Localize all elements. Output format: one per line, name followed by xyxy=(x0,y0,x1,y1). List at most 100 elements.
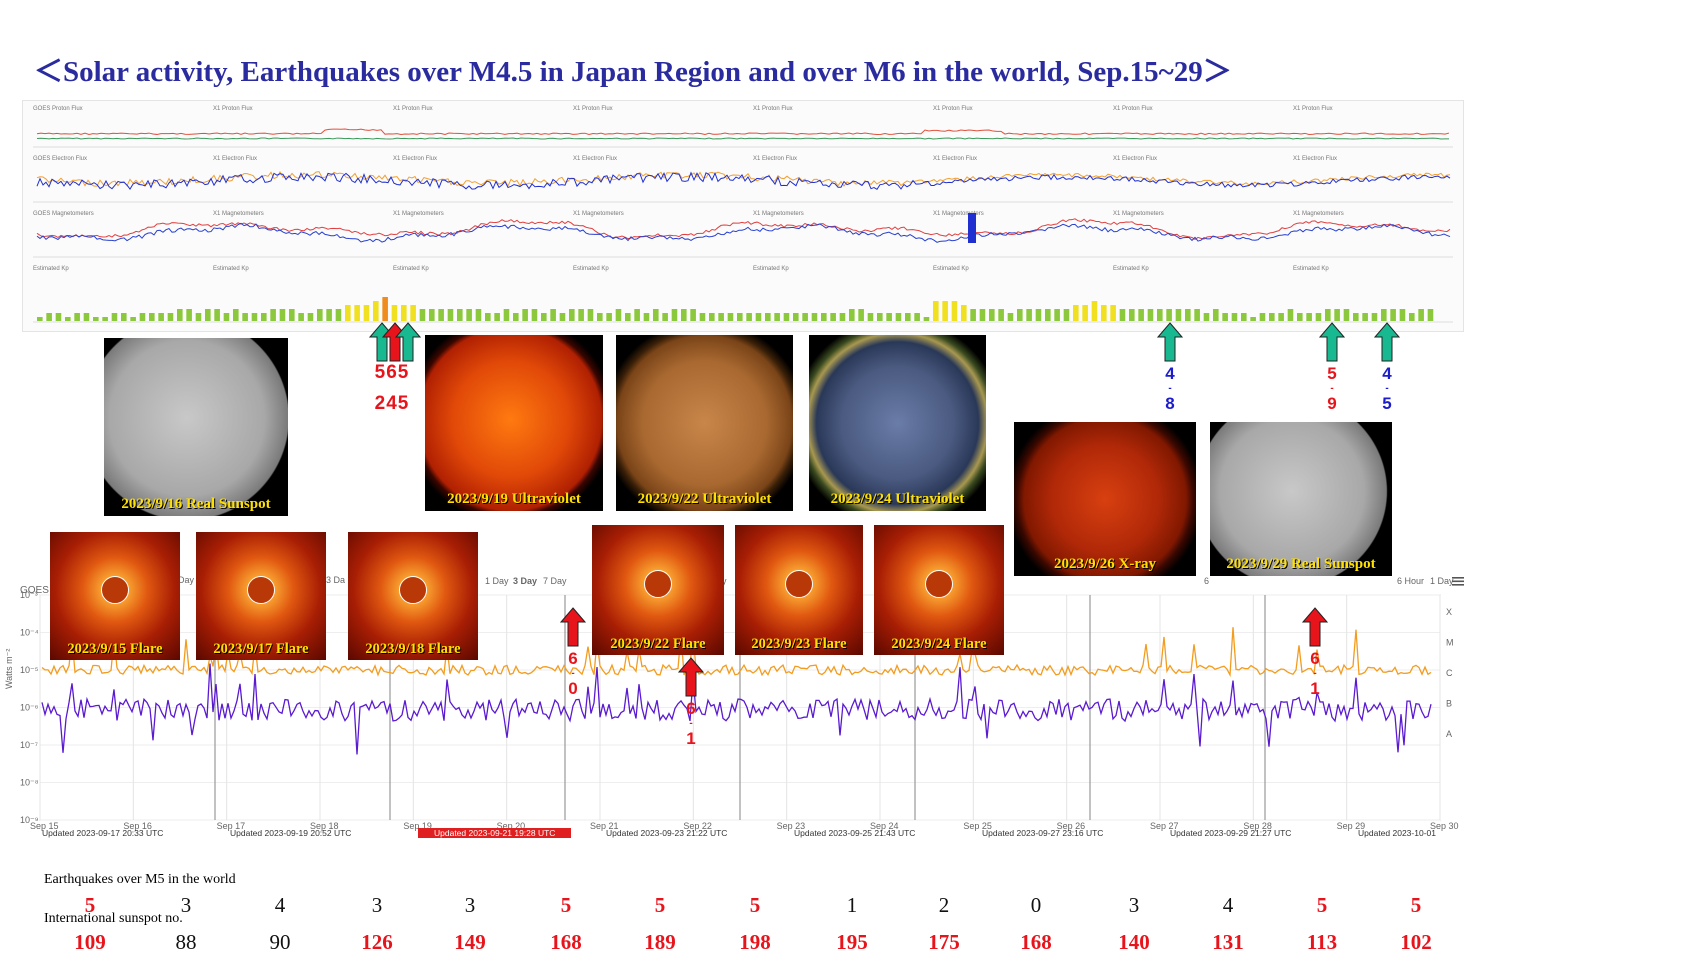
y-tick-label: 10⁻⁹ xyxy=(20,815,39,825)
x-tick-label: Sep 20 xyxy=(497,821,526,831)
flare-image-caption: 2023/9/17 Flare xyxy=(213,641,309,657)
kp-bar xyxy=(1325,309,1331,321)
update-label: Updated 2023-09-17 20:33 UTC xyxy=(42,828,164,838)
kp-bar xyxy=(1222,313,1228,321)
kp-bar xyxy=(1166,309,1172,321)
sun-image-sunspot: 2023/9/29 Real Sunspot xyxy=(1210,422,1392,576)
flare-image: 2023/9/22 Flare xyxy=(592,525,724,655)
green-up-arrow-icon xyxy=(395,322,421,362)
sun-image-uv-blue: 2023/9/24 Ultraviolet xyxy=(809,335,986,511)
kp-bar xyxy=(363,305,370,321)
earthquake-count: 5 xyxy=(654,893,666,917)
sunspot-row-label: International sunspot no. xyxy=(44,911,183,926)
occulter-disk-icon xyxy=(399,575,427,604)
zoom-7day[interactable]: 7 Day xyxy=(543,576,567,586)
flare-image: 2023/9/15 Flare xyxy=(50,532,180,660)
kp-bar xyxy=(335,309,342,321)
x-tick-label: Sep 17 xyxy=(217,821,246,831)
strip-panel-label: X1 Magnetometers xyxy=(1293,211,1344,217)
y-tick-label: 10⁻⁴ xyxy=(20,628,39,638)
kp-bar xyxy=(961,305,967,321)
kp-bar xyxy=(270,309,276,321)
kp-bar xyxy=(102,317,108,321)
zoom-6hour[interactable]: 6 Hour xyxy=(1397,576,1424,586)
update-label: Updated 2023-09-19 20:52 UTC xyxy=(230,828,352,838)
x-tick-label: Sep 30 xyxy=(1430,821,1459,831)
kp-bar xyxy=(783,313,790,321)
strip-panel-label: X1 Electron Flux xyxy=(213,156,257,162)
quake-magnitude-dash: - xyxy=(1313,668,1317,679)
kp-bar xyxy=(93,317,99,321)
sunspot-number: 126 xyxy=(361,930,393,954)
strip-panel-label: Estimated Kp xyxy=(213,266,249,272)
strip-panel-label: X1 Electron Flux xyxy=(933,156,977,162)
sun-image-uv-red: 2023/9/19 Ultraviolet xyxy=(425,335,603,511)
flare-image: 2023/9/23 Flare xyxy=(735,525,863,655)
kp-bar xyxy=(139,313,146,321)
zoom-fragment: Day xyxy=(178,575,195,585)
kp-bar xyxy=(643,313,650,321)
strip-panel-label: X1 Magnetometers xyxy=(213,211,264,217)
kp-bar xyxy=(653,309,659,321)
short-wave-flux-line xyxy=(41,663,1432,755)
kp-bar xyxy=(37,317,43,321)
kp-bar xyxy=(1297,313,1303,321)
kp-bar xyxy=(1241,313,1247,321)
quake-magnitude-digit: 8 xyxy=(1165,394,1175,413)
kp-bar xyxy=(1045,309,1051,321)
flare-class-label: B xyxy=(1446,699,1452,709)
kp-bar xyxy=(699,313,706,321)
x-tick-label: Sep 29 xyxy=(1337,821,1366,831)
update-label: Updated 2023-09-29 21:27 UTC xyxy=(1170,828,1292,838)
kp-bar xyxy=(1315,313,1322,321)
x-tick-label: Sep 16 xyxy=(123,821,152,831)
kp-bar xyxy=(1110,305,1116,321)
kp-bar xyxy=(531,309,538,321)
kp-bar xyxy=(1343,309,1350,321)
kp-bar xyxy=(587,309,594,321)
x-tick-label: Sep 18 xyxy=(310,821,339,831)
kp-bar xyxy=(1035,309,1042,321)
kp-bar xyxy=(46,313,52,321)
strip-panel-label: X1 Magnetometers xyxy=(1113,211,1164,217)
zoom-3day[interactable]: 3 Day xyxy=(513,576,537,586)
quake-magnitude-label: 5-9 xyxy=(1317,365,1347,412)
strip-panel-label: X1 Magnetometers xyxy=(753,211,804,217)
menu-icon[interactable] xyxy=(1452,577,1464,586)
zoom-1day-right[interactable]: 1 Day xyxy=(1430,576,1454,586)
strip-panel-label: X1 Proton Flux xyxy=(1113,106,1153,112)
strip-panel-label: Estimated Kp xyxy=(393,266,429,272)
kp-bar xyxy=(149,313,155,321)
kp-bar xyxy=(569,309,575,321)
sunspot-number: 168 xyxy=(550,930,582,954)
quake-magnitude-digit: 0 xyxy=(568,679,578,698)
kp-bar xyxy=(1082,305,1088,321)
occulter-disk-icon xyxy=(247,575,275,604)
x-tick-label: Sep 19 xyxy=(403,821,432,831)
zoom-1day[interactable]: 1 Day xyxy=(485,576,509,586)
kp-bar xyxy=(1334,309,1340,321)
quake-magnitude-dash: - xyxy=(1330,383,1334,394)
kp-bar xyxy=(447,309,454,321)
kp-bar xyxy=(177,309,183,321)
kp-bar xyxy=(811,313,818,321)
kp-bar xyxy=(1101,305,1107,321)
y-tick-label: 10⁻⁷ xyxy=(20,740,38,750)
strip-panel-label: Estimated Kp xyxy=(33,266,69,272)
kp-bar xyxy=(195,313,202,321)
quake-magnitude-digit: 6 xyxy=(1310,649,1320,668)
earthquake-count: 5 xyxy=(84,893,96,917)
kp-bar xyxy=(718,313,724,321)
quake-magnitude-digit: 1 xyxy=(1310,679,1320,698)
quake-magnitude-label: 6-1 xyxy=(1300,649,1330,698)
kp-bar xyxy=(634,309,640,321)
kp-bar xyxy=(1213,309,1219,321)
kp-bar xyxy=(513,313,519,321)
kp-bar xyxy=(354,305,360,321)
kp-bar xyxy=(494,313,500,321)
page-title: ＜Solar activity, Earthquakes over M4.5 i… xyxy=(34,56,1232,88)
kp-bar xyxy=(615,309,622,321)
kp-bar xyxy=(998,309,1004,321)
y-tick-label: 10⁻³ xyxy=(20,590,38,600)
red-up-arrow-icon xyxy=(1302,607,1328,647)
